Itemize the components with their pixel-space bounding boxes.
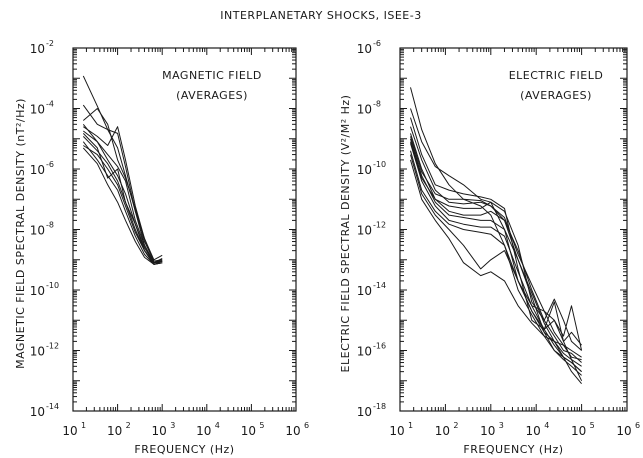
panel-annotation-subtitle: (AVERAGES) (176, 89, 248, 102)
y-tick-label: 10 (30, 345, 45, 359)
y-tick-exponent: -10 (46, 281, 59, 290)
series-line-11 (82, 123, 163, 264)
y-tick-label: 10 (357, 103, 372, 117)
y-tick-exponent: -8 (373, 100, 381, 109)
series-line-1 (82, 75, 163, 261)
series-line-8 (410, 150, 582, 376)
y-tick-exponent: -16 (373, 342, 386, 351)
series-line-1 (410, 87, 582, 372)
series-line-3 (82, 108, 163, 262)
y-tick-label: 10 (30, 284, 45, 298)
y-tick-exponent: -14 (46, 402, 59, 411)
x-tick-exponent: 1 (81, 421, 86, 430)
series-line-6 (410, 138, 582, 367)
y-tick-exponent: -14 (373, 281, 386, 290)
x-tick-exponent: 5 (590, 421, 595, 430)
y-tick-exponent: -2 (46, 39, 54, 48)
x-tick-exponent: 5 (259, 421, 264, 430)
y-tick-exponent: -12 (373, 221, 386, 230)
x-tick-exponent: 6 (304, 421, 309, 430)
panel-annotation-subtitle: (AVERAGES) (520, 89, 592, 102)
x-tick-label: 10 (241, 424, 256, 438)
series-line-9 (82, 133, 163, 264)
y-tick-label: 10 (357, 405, 372, 419)
x-tick-exponent: 2 (453, 421, 458, 430)
x-tick-exponent: 1 (408, 421, 413, 430)
series-line-7 (410, 143, 582, 372)
y-tick-label: 10 (30, 163, 45, 177)
series-line-12 (410, 136, 582, 358)
y-tick-exponent: -12 (46, 342, 59, 351)
x-tick-label: 10 (480, 424, 495, 438)
x-tick-exponent: 3 (499, 421, 504, 430)
y-tick-label: 10 (357, 345, 372, 359)
y-axis-title: ELECTRIC FIELD SPECTRAL DENSITY (V²/M² H… (339, 95, 352, 373)
y-tick-label: 10 (30, 224, 45, 238)
y-tick-label: 10 (357, 224, 372, 238)
magnetic-field-panel: 10 1 10 2 10 3 10 4 10 5 10 610 -210 -410 -610 -810 -101… (14, 39, 309, 456)
y-tick-label: 10 (357, 284, 372, 298)
y-tick-exponent: -6 (46, 160, 54, 169)
x-tick-label: 10 (107, 424, 122, 438)
plot-frame (72, 47, 297, 412)
series-line-8 (82, 147, 163, 265)
panel-annotation-title: ELECTRIC FIELD (509, 69, 604, 82)
panel-annotation-title: MAGNETIC FIELD (162, 69, 262, 82)
series-line-10 (83, 145, 163, 265)
x-tick-label: 10 (196, 424, 211, 438)
x-tick-label: 10 (62, 424, 77, 438)
x-axis-title: FREQUENCY (Hz) (134, 443, 234, 456)
x-axis-title: FREQUENCY (Hz) (463, 443, 563, 456)
y-tick-label: 10 (30, 405, 45, 419)
y-tick-label: 10 (30, 42, 45, 56)
x-tick-exponent: 4 (544, 421, 549, 430)
series-line-11 (410, 141, 582, 351)
x-tick-label: 10 (152, 424, 167, 438)
series-line-3 (410, 117, 583, 351)
series-line-4 (83, 126, 163, 264)
y-tick-exponent: -4 (46, 100, 54, 109)
x-tick-label: 10 (571, 424, 586, 438)
x-tick-label: 10 (616, 424, 631, 438)
y-tick-exponent: -18 (373, 402, 386, 411)
x-tick-exponent: 3 (170, 421, 175, 430)
figure-title: INTERPLANETARY SHOCKS, ISEE-3 (220, 9, 421, 22)
x-tick-label: 10 (389, 424, 404, 438)
x-tick-exponent: 6 (635, 421, 640, 430)
series-line-2 (82, 104, 163, 264)
plot-frame (399, 47, 628, 412)
y-tick-exponent: -6 (373, 39, 381, 48)
x-tick-exponent: 2 (126, 421, 131, 430)
y-tick-label: 10 (30, 103, 45, 117)
series-line-5 (82, 130, 163, 264)
series-line-9 (410, 154, 583, 382)
y-tick-exponent: -10 (373, 160, 386, 169)
x-tick-label: 10 (526, 424, 541, 438)
y-tick-exponent: -8 (46, 221, 54, 230)
y-axis-title: MAGNETIC FIELD SPECTRAL DENSITY (nT²/Hz) (14, 98, 27, 369)
x-tick-label: 10 (285, 424, 300, 438)
x-tick-label: 10 (435, 424, 450, 438)
y-tick-label: 10 (357, 163, 372, 177)
series-line-5 (410, 133, 582, 363)
x-tick-exponent: 4 (215, 421, 220, 430)
series-line-10 (410, 159, 582, 385)
y-tick-label: 10 (357, 42, 372, 56)
series-line-7 (82, 141, 163, 265)
